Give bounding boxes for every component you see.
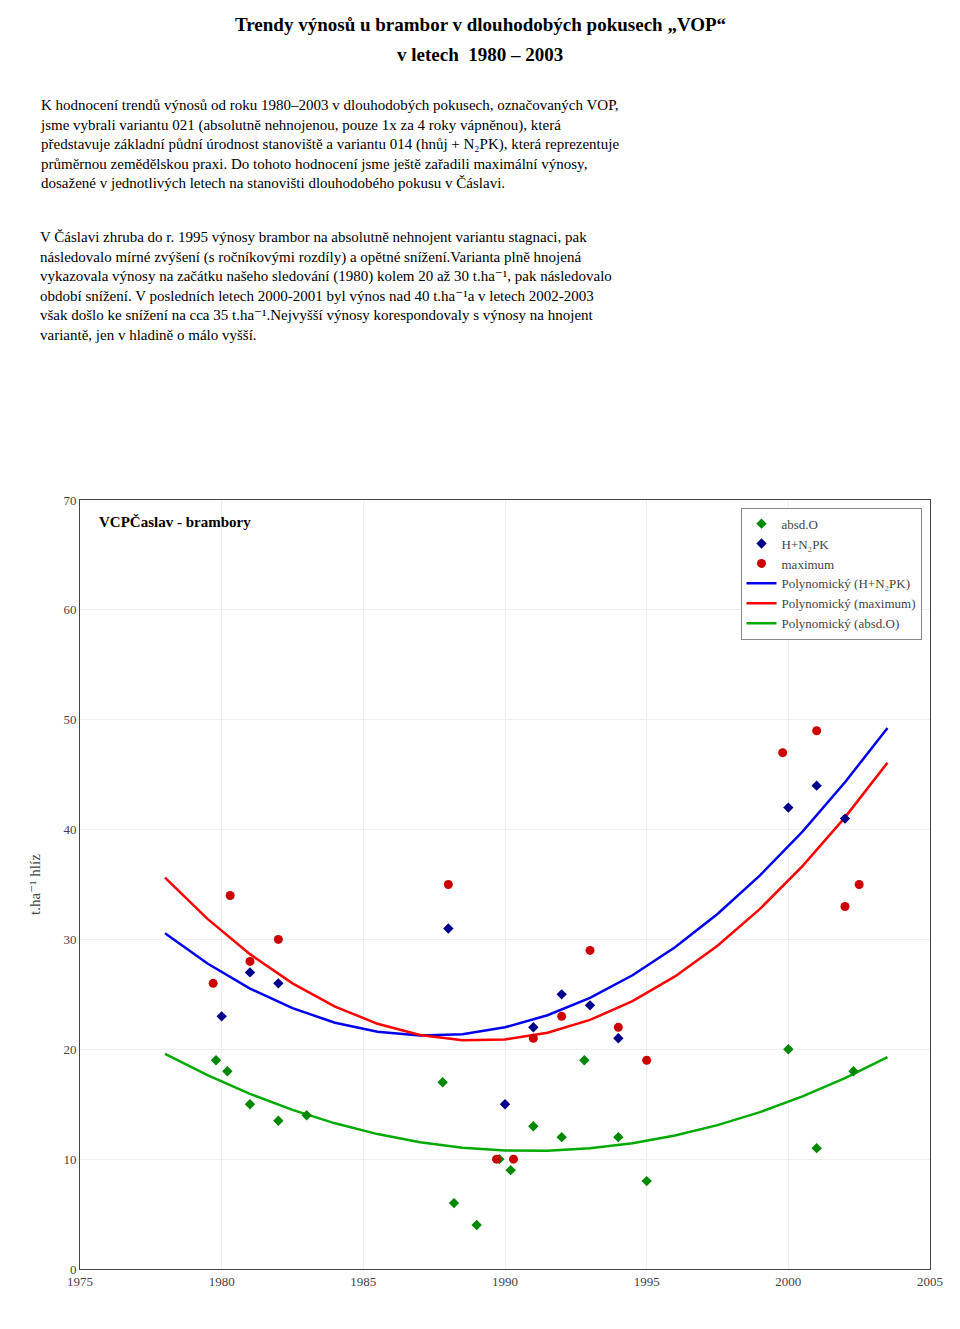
svg-text:t.ha⁻¹ hlíz: t.ha⁻¹ hlíz xyxy=(27,854,43,915)
svg-text:Polynomický (maximum): Polynomický (maximum) xyxy=(782,596,916,611)
svg-text:20: 20 xyxy=(63,1042,76,1057)
svg-text:1985: 1985 xyxy=(350,1274,376,1289)
svg-text:absd.O: absd.O xyxy=(782,517,818,532)
svg-text:60: 60 xyxy=(63,602,76,617)
svg-text:K hodnocení trendů výnosů od r: K hodnocení trendů výnosů od roku 1980–2… xyxy=(40,97,619,191)
svg-text:H+N₂PK: H+N₂PK xyxy=(782,537,830,552)
svg-text:Trendy výnosů u brambor v dlou: Trendy výnosů u brambor v dlouhodobých p… xyxy=(235,14,726,35)
svg-text:0: 0 xyxy=(70,1262,77,1277)
svg-text:50: 50 xyxy=(63,712,76,727)
svg-text:10: 10 xyxy=(63,1152,76,1167)
svg-text:v letech 1980 – 2003: v letech 1980 – 2003 xyxy=(397,44,563,65)
svg-text:2005: 2005 xyxy=(917,1274,943,1289)
svg-text:1990: 1990 xyxy=(492,1274,518,1289)
svg-text:1980: 1980 xyxy=(209,1274,235,1289)
svg-text:1975: 1975 xyxy=(67,1274,93,1289)
svg-text:maximum: maximum xyxy=(782,557,835,572)
svg-text:VCPČaslav - brambory: VCPČaslav - brambory xyxy=(99,514,251,530)
svg-text:1995: 1995 xyxy=(634,1274,660,1289)
svg-text:Polynomický (absd.O): Polynomický (absd.O) xyxy=(782,616,900,631)
svg-text:70: 70 xyxy=(63,493,76,508)
svg-text:30: 30 xyxy=(63,932,76,947)
svg-text:2000: 2000 xyxy=(775,1274,801,1289)
svg-text:Polynomický (H+N₂PK): Polynomický (H+N₂PK) xyxy=(782,576,911,591)
svg-text:40: 40 xyxy=(63,822,76,837)
svg-text:V Čáslavi zhruba do r. 1995 vý: V Čáslavi zhruba do r. 1995 výnosy bramb… xyxy=(40,229,612,343)
